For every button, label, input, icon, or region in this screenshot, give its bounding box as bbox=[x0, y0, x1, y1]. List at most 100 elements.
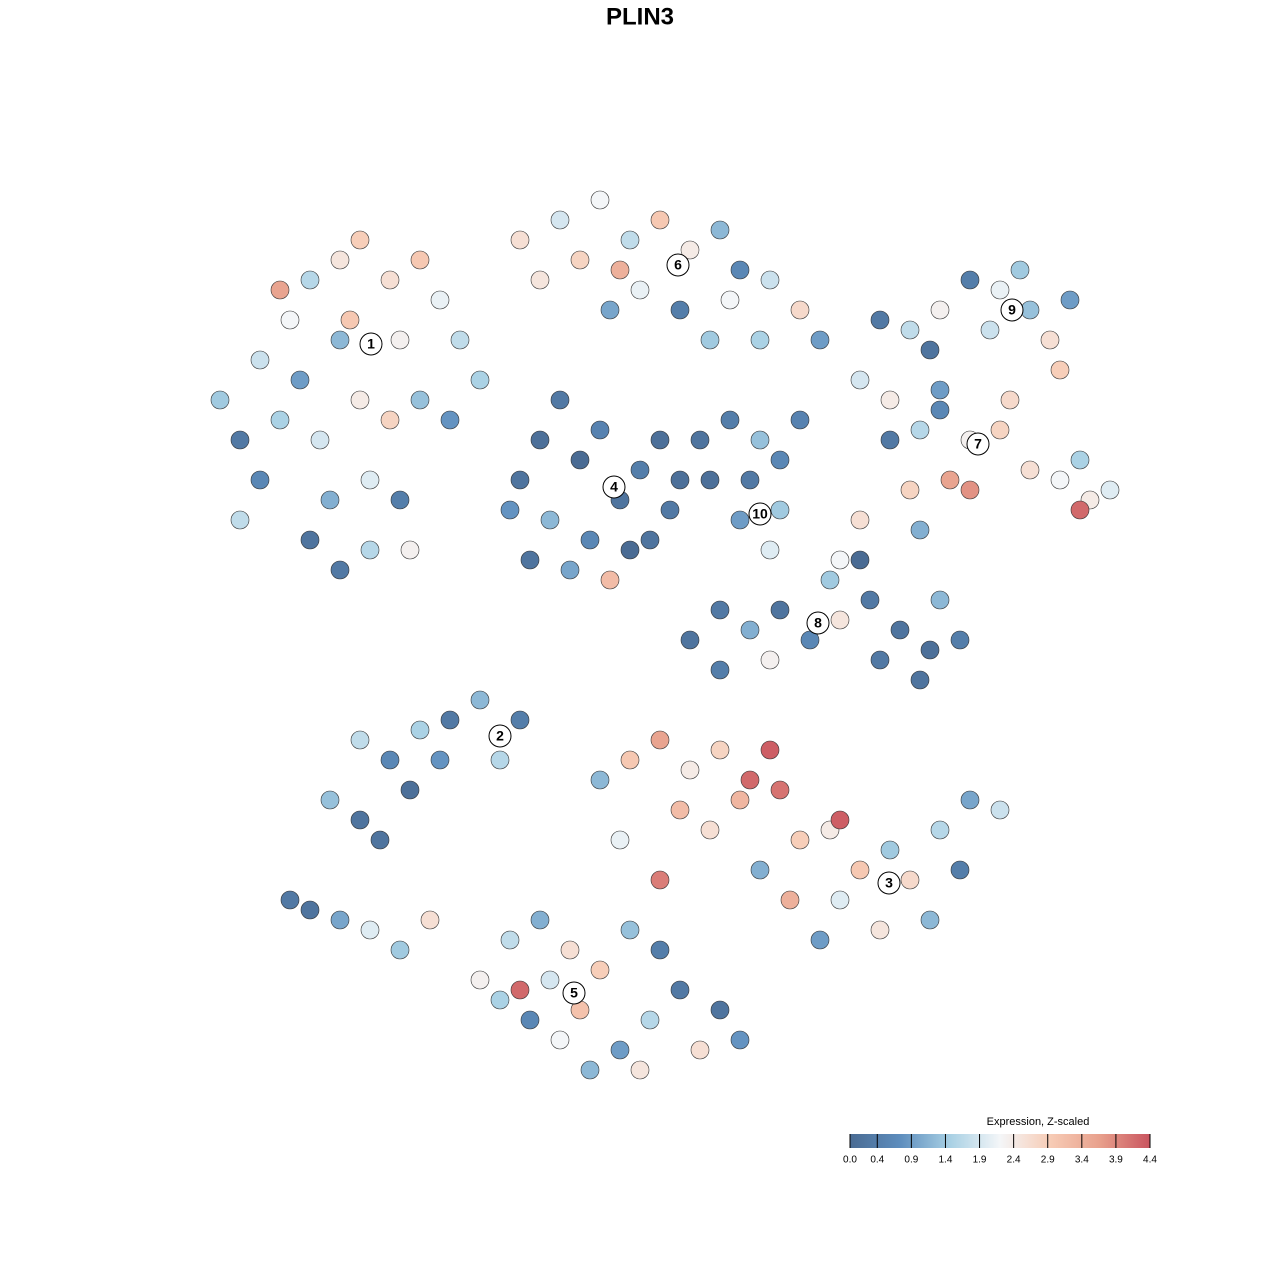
point bbox=[750, 430, 770, 450]
point bbox=[850, 510, 870, 530]
point bbox=[900, 320, 920, 340]
point bbox=[520, 1010, 540, 1030]
point bbox=[590, 770, 610, 790]
point bbox=[620, 540, 640, 560]
point bbox=[680, 630, 700, 650]
points bbox=[210, 190, 1120, 1080]
point bbox=[760, 740, 780, 760]
point bbox=[230, 430, 250, 450]
point bbox=[910, 670, 930, 690]
point bbox=[690, 430, 710, 450]
point bbox=[310, 430, 330, 450]
point bbox=[750, 860, 770, 880]
chart-title: PLIN3 bbox=[606, 3, 674, 30]
point bbox=[770, 450, 790, 470]
point bbox=[830, 550, 850, 570]
point bbox=[380, 270, 400, 290]
point bbox=[730, 510, 750, 530]
point bbox=[940, 470, 960, 490]
point bbox=[860, 590, 880, 610]
point bbox=[950, 860, 970, 880]
point bbox=[320, 490, 340, 510]
point bbox=[590, 960, 610, 980]
point bbox=[740, 620, 760, 640]
point bbox=[290, 370, 310, 390]
point bbox=[650, 210, 670, 230]
point bbox=[490, 750, 510, 770]
point bbox=[1100, 480, 1120, 500]
point bbox=[1010, 260, 1030, 280]
point bbox=[640, 530, 660, 550]
point bbox=[830, 810, 850, 830]
point bbox=[900, 480, 920, 500]
point bbox=[710, 740, 730, 760]
point bbox=[360, 540, 380, 560]
point bbox=[710, 220, 730, 240]
point bbox=[710, 600, 730, 620]
colorbar-tick-label: 0.4 bbox=[870, 1155, 884, 1166]
point bbox=[330, 330, 350, 350]
point bbox=[920, 340, 940, 360]
point bbox=[300, 270, 320, 290]
point bbox=[960, 480, 980, 500]
point bbox=[960, 790, 980, 810]
cluster-label: 9 bbox=[1008, 302, 1016, 318]
colorbar-gradient bbox=[850, 1134, 1150, 1148]
point bbox=[410, 250, 430, 270]
point bbox=[880, 840, 900, 860]
point bbox=[600, 300, 620, 320]
colorbar-tick-label: 1.9 bbox=[973, 1155, 987, 1166]
point bbox=[340, 310, 360, 330]
point bbox=[1020, 300, 1040, 320]
point bbox=[670, 300, 690, 320]
colorbar-tick-label: 2.9 bbox=[1041, 1155, 1055, 1166]
point bbox=[270, 410, 290, 430]
point bbox=[760, 540, 780, 560]
point bbox=[790, 830, 810, 850]
point bbox=[550, 1030, 570, 1050]
cluster-labels: 1 6 4 10 7 9 8 2 3 5 bbox=[359, 253, 1024, 1005]
point bbox=[770, 500, 790, 520]
point bbox=[930, 400, 950, 420]
colorbar-tick-label: 0.0 bbox=[843, 1155, 857, 1166]
cluster-badge bbox=[359, 332, 383, 356]
colorbar-tick-label: 4.4 bbox=[1143, 1155, 1157, 1166]
point bbox=[760, 270, 780, 290]
point bbox=[500, 500, 520, 520]
cluster-label: 5 bbox=[570, 985, 578, 1001]
point bbox=[920, 640, 940, 660]
point bbox=[540, 970, 560, 990]
cluster-badge bbox=[748, 502, 772, 526]
point bbox=[870, 310, 890, 330]
point bbox=[300, 530, 320, 550]
point bbox=[630, 1060, 650, 1080]
point bbox=[830, 890, 850, 910]
cluster-label: 1 bbox=[367, 336, 375, 352]
point bbox=[980, 320, 1000, 340]
point bbox=[830, 610, 850, 630]
point bbox=[620, 230, 640, 250]
cluster-badge bbox=[562, 981, 586, 1005]
point bbox=[400, 780, 420, 800]
point bbox=[910, 520, 930, 540]
point bbox=[250, 470, 270, 490]
point bbox=[440, 410, 460, 430]
colorbar-tick-label: 2.4 bbox=[1007, 1155, 1021, 1166]
point bbox=[510, 980, 530, 1000]
point bbox=[380, 410, 400, 430]
point bbox=[330, 560, 350, 580]
cluster-label: 7 bbox=[974, 436, 982, 452]
point bbox=[280, 310, 300, 330]
cluster-badge bbox=[806, 611, 830, 635]
point bbox=[550, 210, 570, 230]
colorbar: Expression, Z-scaled 0.0 0.4 0.9 1.4 1.9 2.4 2… bbox=[843, 1116, 1157, 1166]
point bbox=[900, 870, 920, 890]
colorbar-title: Expression, Z-scaled bbox=[987, 1116, 1090, 1128]
point bbox=[990, 800, 1010, 820]
point bbox=[1070, 500, 1090, 520]
point bbox=[500, 930, 520, 950]
point bbox=[390, 490, 410, 510]
point bbox=[640, 1010, 660, 1030]
point bbox=[360, 470, 380, 490]
point bbox=[750, 330, 770, 350]
